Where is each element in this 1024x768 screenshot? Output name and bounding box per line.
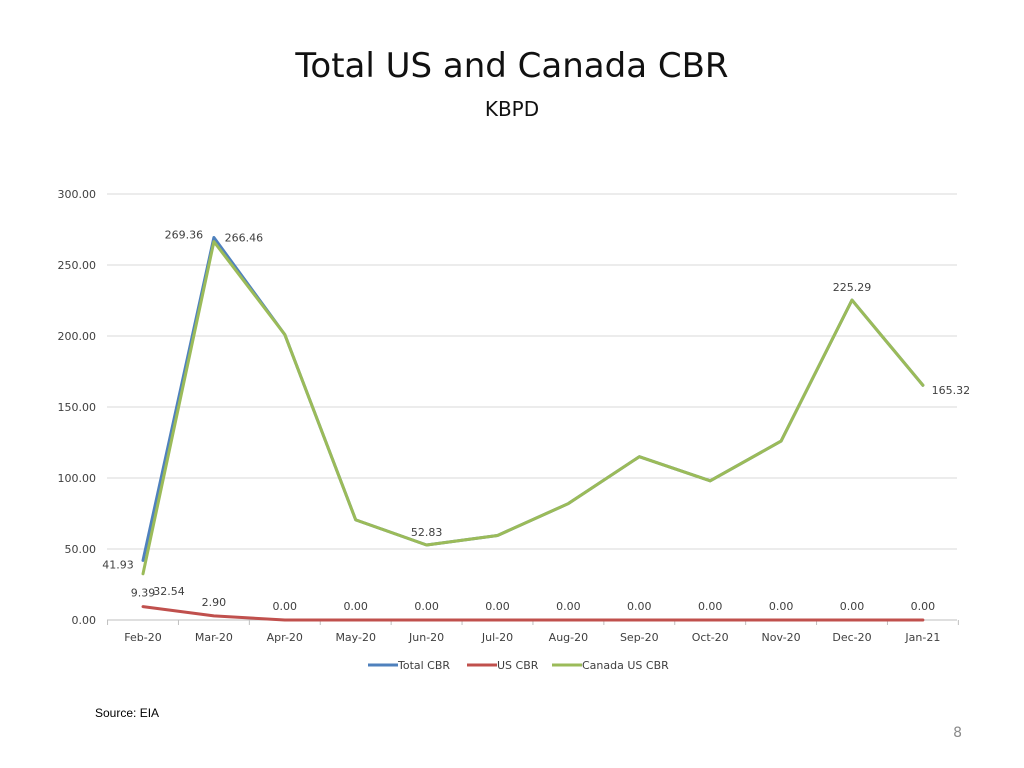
page-number: 8: [953, 725, 962, 741]
canada-us-cbr-line: [141, 240, 925, 576]
data-label: 2.90: [202, 596, 227, 609]
data-label: 0.00: [485, 600, 510, 613]
data-label: 225.29: [833, 281, 872, 294]
x-tick-label: Jan-21: [904, 631, 940, 644]
x-tick-label: Sep-20: [620, 631, 659, 644]
y-tick-label: 200.00: [58, 330, 97, 343]
data-label: 0.00: [556, 600, 581, 613]
y-tick-label: 100.00: [58, 472, 97, 485]
data-label: 165.32: [932, 384, 971, 397]
x-tick-label: Apr-20: [267, 631, 303, 644]
x-tick-label: Feb-20: [124, 631, 161, 644]
x-tick-label: Jul-20: [481, 631, 513, 644]
slide-subtitle: KBPD: [484, 97, 540, 121]
y-tick-label: 250.00: [58, 259, 97, 272]
slide-title: Total US and Canada CBR: [295, 46, 729, 86]
data-label: 0.00: [343, 600, 368, 613]
y-tick-label: 0.00: [72, 614, 97, 627]
legend-label: Total CBR: [397, 659, 450, 672]
x-tick-label: May-20: [335, 631, 376, 644]
data-label: 0.00: [698, 600, 723, 613]
data-label: 41.93: [102, 558, 134, 571]
data-label: 52.83: [411, 526, 443, 539]
x-tick-label: Nov-20: [762, 631, 801, 644]
x-tick-label: Jun-20: [408, 631, 444, 644]
y-tick-label: 150.00: [58, 401, 97, 414]
source-note: Source: EIA: [95, 706, 160, 720]
x-tick-label: Dec-20: [832, 631, 871, 644]
data-label: 0.00: [911, 600, 936, 613]
data-label: 269.36: [165, 229, 204, 242]
y-tick-label: 50.00: [65, 543, 97, 556]
data-label: 0.00: [627, 600, 652, 613]
data-label: 0.00: [414, 600, 439, 613]
line-chart: 0.00 50.00 100.00 150.00 200.00 250.00 300.00 F…: [58, 188, 971, 672]
x-tick-label: Mar-20: [195, 631, 233, 644]
x-tick-label: Aug-20: [549, 631, 588, 644]
legend-label: Canada US CBR: [582, 659, 669, 672]
x-tick-label: Oct-20: [692, 631, 729, 644]
data-label: 32.54: [153, 585, 185, 598]
legend-label: US CBR: [497, 659, 539, 672]
y-tick-label: 300.00: [58, 188, 97, 201]
data-label: 9.39: [131, 587, 156, 600]
data-label: 266.46: [225, 232, 264, 245]
data-label: 0.00: [273, 600, 298, 613]
data-label: 0.00: [769, 600, 794, 613]
total-cbr-line: [141, 236, 925, 562]
us-cbr-line: [141, 605, 925, 622]
data-label: 0.00: [840, 600, 865, 613]
